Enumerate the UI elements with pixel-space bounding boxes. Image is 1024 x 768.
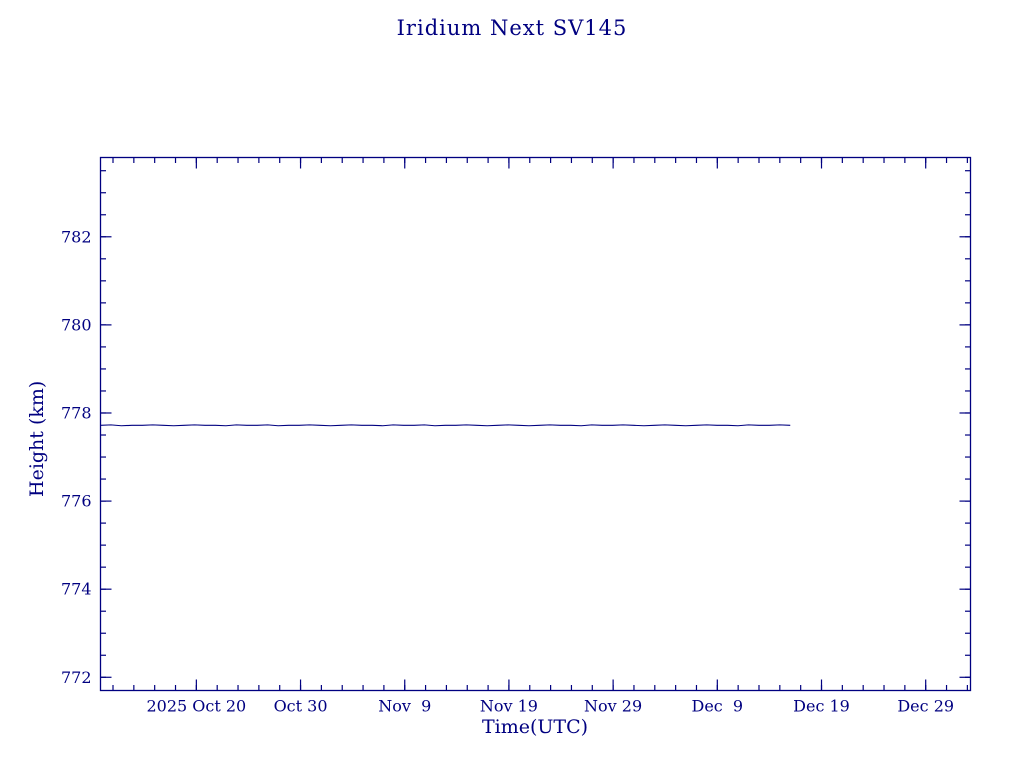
svg-text:776: 776 <box>61 492 92 511</box>
svg-text:2025 Oct 20: 2025 Oct 20 <box>146 697 246 716</box>
svg-text:772: 772 <box>61 668 92 687</box>
svg-text:780: 780 <box>61 315 92 334</box>
x-axis-label: Time(UTC) <box>481 716 589 738</box>
svg-text:Dec 9: Dec 9 <box>692 697 744 716</box>
svg-text:774: 774 <box>61 580 92 599</box>
svg-text:Nov 19: Nov 19 <box>480 697 538 716</box>
svg-text:Nov 9: Nov 9 <box>378 697 431 716</box>
chart-title: Iridium Next SV145 <box>396 16 628 40</box>
svg-text:778: 778 <box>61 403 92 422</box>
svg-text:Oct 30: Oct 30 <box>274 697 328 716</box>
svg-text:782: 782 <box>61 227 92 246</box>
svg-text:Dec 19: Dec 19 <box>793 697 850 716</box>
svg-text:Nov 29: Nov 29 <box>584 697 642 716</box>
svg-text:Dec 29: Dec 29 <box>897 697 954 716</box>
